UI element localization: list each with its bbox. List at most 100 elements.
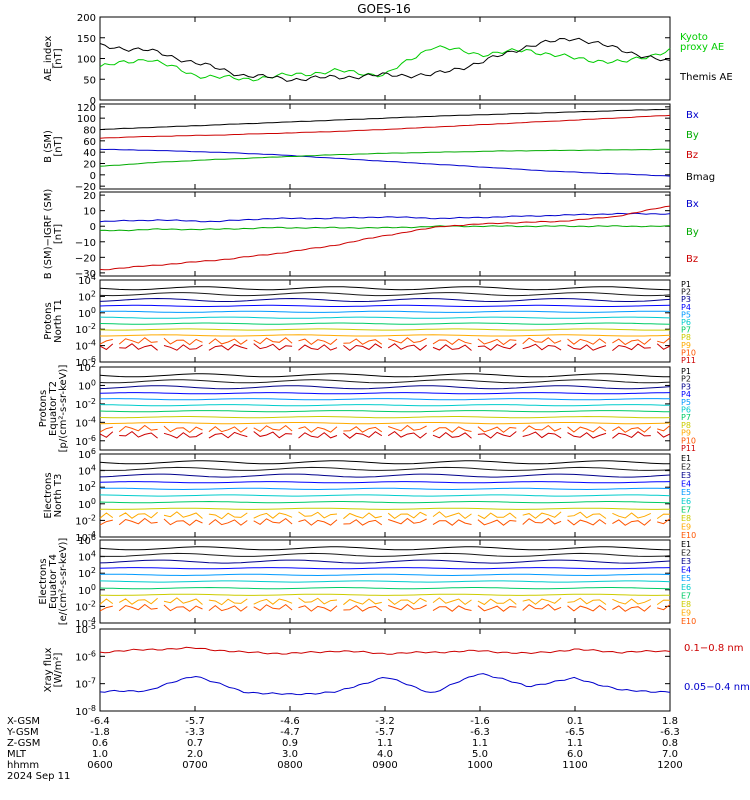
- ephemeris-value: 7.0: [662, 749, 678, 760]
- ephemeris-value: 0700: [182, 760, 207, 771]
- ephemeris-row-label: Z-GSM: [7, 738, 40, 749]
- tick-label-base: 10: [75, 325, 88, 336]
- tick-label-exponent: -6: [88, 649, 96, 658]
- channel-legend-label: P5: [681, 398, 691, 407]
- ephemeris-value: -6.4: [90, 716, 110, 727]
- channel-line: [99, 310, 671, 313]
- channel-line: [99, 328, 671, 331]
- channel-legend-label: P4: [681, 303, 691, 312]
- ephemeris-value: 0.1: [567, 716, 583, 727]
- ephemeris-value: -4.6: [280, 716, 300, 727]
- channel-line: [99, 517, 671, 526]
- channel-legend-label: P2: [681, 375, 691, 384]
- channel-line: [99, 286, 671, 291]
- channel-line: [99, 603, 671, 612]
- channel-legend-label: E1: [681, 454, 691, 463]
- tick-label-exponent: 2: [91, 566, 96, 575]
- channel-legend-label: P2: [681, 288, 691, 297]
- series-line: [99, 45, 671, 82]
- legend-label: Kyoto: [680, 32, 708, 43]
- panel-ylabel: B (SM)−IGRF (SM): [43, 189, 54, 280]
- y-tick-label: 80: [83, 126, 96, 137]
- y-tick-label: −10: [75, 238, 96, 249]
- channel-legend-label: E6: [681, 497, 691, 506]
- tick-label-exponent: 4: [91, 464, 96, 473]
- channel-legend-label: E1: [681, 540, 691, 549]
- tick-label-exponent: -4: [88, 530, 96, 539]
- channel-line: [99, 573, 671, 577]
- y-tick-label: 104: [78, 273, 96, 287]
- channel-legend-label: P6: [681, 406, 691, 415]
- panel-ee: Electrons Equator T4 [e/(cm²-s-sr-keV)] 10-…: [38, 533, 696, 630]
- series-line: [99, 37, 671, 82]
- channel-legend-label: E9: [681, 522, 691, 531]
- tick-label-base: 10: [78, 363, 91, 374]
- series-line: [99, 114, 671, 139]
- channel-line: [99, 337, 671, 346]
- series-line: [99, 646, 671, 655]
- channel-legend-label: P10: [681, 436, 696, 445]
- channel-legend-label: P3: [681, 295, 691, 304]
- tick-label-exponent: 6: [91, 447, 96, 456]
- channel-line: [99, 507, 671, 510]
- channel-line: [99, 593, 671, 596]
- panel-frame: [99, 103, 671, 190]
- tick-label-base: 10: [75, 437, 88, 448]
- tick-label-base: 10: [78, 292, 91, 303]
- panel-ylabel: [e/(cm²-s-sr-keV)]: [58, 538, 69, 626]
- channel-legend-label: E5: [681, 488, 691, 497]
- panel-en: Electrons North T310-410-2100102104106E1E…: [43, 447, 696, 544]
- channel-line: [99, 494, 671, 497]
- series-line: [99, 225, 671, 232]
- channel-line: [99, 473, 671, 478]
- tick-label-exponent: -4: [88, 415, 96, 424]
- channel-line: [99, 385, 671, 390]
- tick-label-base: 10: [75, 516, 88, 527]
- channel-line: [99, 373, 671, 378]
- tick-label-base: 10: [75, 625, 88, 636]
- ephemeris-value: -5.7: [185, 716, 205, 727]
- y-tick-label: 20: [83, 160, 96, 171]
- ephemeris-value: 1.1: [377, 738, 393, 749]
- channel-line: [99, 304, 671, 307]
- channel-line: [99, 487, 671, 491]
- series-line: [99, 673, 671, 696]
- channel-legend-label: E2: [681, 549, 691, 558]
- channel-line: [99, 424, 671, 434]
- channel-line: [99, 322, 671, 325]
- tick-label-exponent: 4: [91, 550, 96, 559]
- panel-ylabel: Protons: [38, 390, 49, 427]
- ephemeris-value: 1.8: [662, 716, 678, 727]
- y-tick-label: 106: [78, 447, 96, 461]
- channel-legend-label: E7: [681, 591, 691, 600]
- panel-frame: [99, 628, 671, 712]
- y-tick-label: 60: [83, 137, 96, 148]
- tick-label-exponent: 0: [91, 497, 96, 506]
- channel-line: [99, 466, 671, 471]
- channel-line: [99, 343, 671, 352]
- tick-label-exponent: 0: [91, 306, 96, 315]
- y-tick-label: 100: [78, 378, 96, 392]
- panel-ylabel: Equator T4: [48, 554, 59, 609]
- tick-label-exponent: -6: [88, 434, 96, 443]
- ephemeris-value: 0900: [372, 760, 397, 771]
- channel-line: [99, 410, 670, 413]
- tick-label-exponent: -8: [88, 704, 96, 713]
- ephemeris-value: -6.3: [470, 727, 490, 738]
- series-line: [99, 148, 671, 167]
- panel-xray: Xray flux [W/m²]10-810-710-610-50.1−0.8 n…: [43, 622, 750, 718]
- ephemeris-value: 3.0: [282, 749, 298, 760]
- channel-line: [99, 404, 671, 407]
- tick-label-base: 10: [78, 500, 91, 511]
- ephemeris-value: -5.7: [375, 727, 395, 738]
- tick-label-exponent: -2: [88, 513, 96, 522]
- tick-label-base: 10: [75, 418, 88, 429]
- channel-legend-label: P8: [681, 421, 691, 430]
- channel-legend-label: E4: [681, 480, 691, 489]
- ephemeris-value: 6.0: [567, 749, 583, 760]
- y-tick-label: 10-6: [75, 649, 96, 663]
- channel-legend-label: P6: [681, 318, 691, 327]
- ephemeris-row-label: hhmm: [7, 760, 39, 771]
